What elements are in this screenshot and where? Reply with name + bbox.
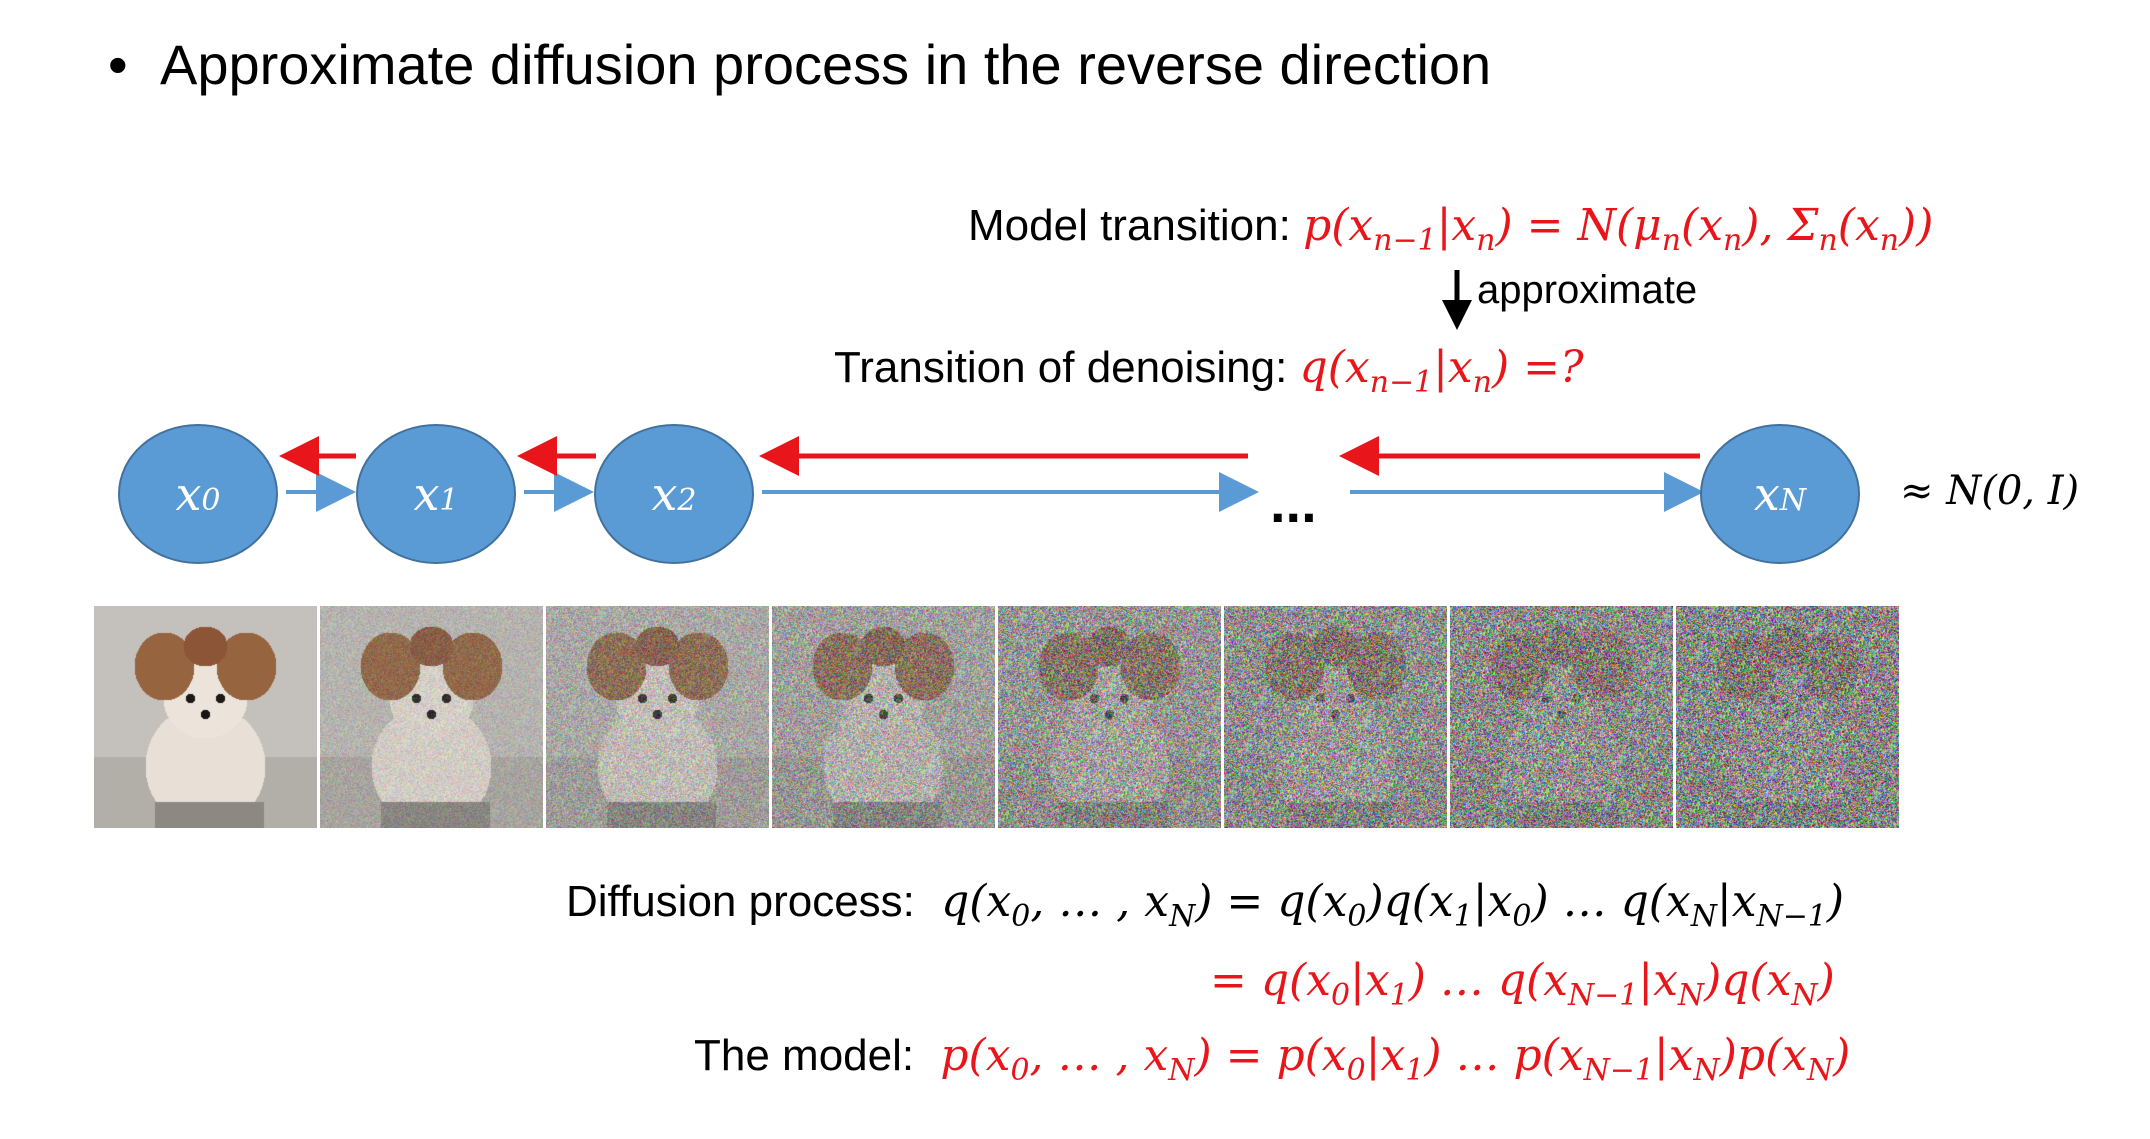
diffusion-line-2: = q(x0|x1) … q(xN−1|xN)q(xN) xyxy=(1210,955,1835,1013)
denoising-label: Transition of denoising: xyxy=(834,343,1288,392)
noise-frame-7-image xyxy=(1676,606,1899,828)
noise-frame-5-image xyxy=(1224,606,1447,828)
node-x1-sub: 1 xyxy=(439,482,459,518)
approximate-label: approximate xyxy=(1477,268,1698,312)
noise-frame-3 xyxy=(772,606,995,828)
node-x0-sub: 0 xyxy=(201,482,221,518)
noise-image-strip xyxy=(94,606,1900,828)
diffusion-formula-1: q(x0, … , xN) = q(x0)q(x1|x0) … q(xN|xN−… xyxy=(941,876,1844,934)
node-x0-var: x xyxy=(175,467,202,521)
model-label: The model: xyxy=(694,1031,915,1080)
noise-frame-2-image xyxy=(546,606,769,828)
node-x1-var: x xyxy=(413,467,440,521)
noise-frame-5 xyxy=(1224,606,1447,828)
noise-frame-6 xyxy=(1450,606,1673,828)
model-transition-formula: p(xn−1|xn) = N(μn(xn), Σn(xn)) xyxy=(1303,200,1934,258)
noise-frame-0-image xyxy=(94,606,317,828)
noise-frame-7 xyxy=(1676,606,1899,828)
model-line: The model: p(x0, … , xN) = p(x0|x1) … p(… xyxy=(694,1030,1850,1088)
bullet-heading: • Approximate diffusion process in the re… xyxy=(108,32,1491,97)
noise-frame-6-image xyxy=(1450,606,1673,828)
node-x2-sub: 2 xyxy=(677,482,697,518)
noise-frame-4-image xyxy=(998,606,1221,828)
node-xN-sub: N xyxy=(1779,482,1807,518)
noise-frame-0 xyxy=(94,606,317,828)
model-transition-label: Model transition: xyxy=(968,201,1291,250)
noise-frame-1-image xyxy=(320,606,543,828)
ellipsis: ... xyxy=(1270,471,1317,534)
diffusion-label: Diffusion process: xyxy=(566,877,915,926)
noise-frame-1 xyxy=(320,606,543,828)
node-x2-var: x xyxy=(651,467,678,521)
diffusion-line-1: Diffusion process: q(x0, … , xN) = q(x0)… xyxy=(566,876,1844,934)
noise-frame-2 xyxy=(546,606,769,828)
denoising-line: Transition of denoising: q(xn−1|xn) =? xyxy=(834,342,1584,400)
bullet-marker: • xyxy=(108,33,128,96)
noise-frame-4 xyxy=(998,606,1221,828)
model-formula: p(x0, … , xN) = p(x0|x1) … p(xN−1|xN)p(x… xyxy=(940,1030,1851,1088)
denoising-formula: q(xn−1|xn) =? xyxy=(1299,342,1584,400)
model-transition-line: Model transition: p(xn−1|xn) = N(μn(xn),… xyxy=(968,200,1933,258)
bullet-text: Approximate diffusion process in the rev… xyxy=(160,33,1492,96)
node-xN-var: x xyxy=(1753,467,1780,521)
prior-approx: ≈ N(0, I) xyxy=(1900,468,2080,514)
noise-frame-3-image xyxy=(772,606,995,828)
diffusion-formula-2: = q(x0|x1) … q(xN−1|xN)q(xN) xyxy=(1210,955,1835,1013)
